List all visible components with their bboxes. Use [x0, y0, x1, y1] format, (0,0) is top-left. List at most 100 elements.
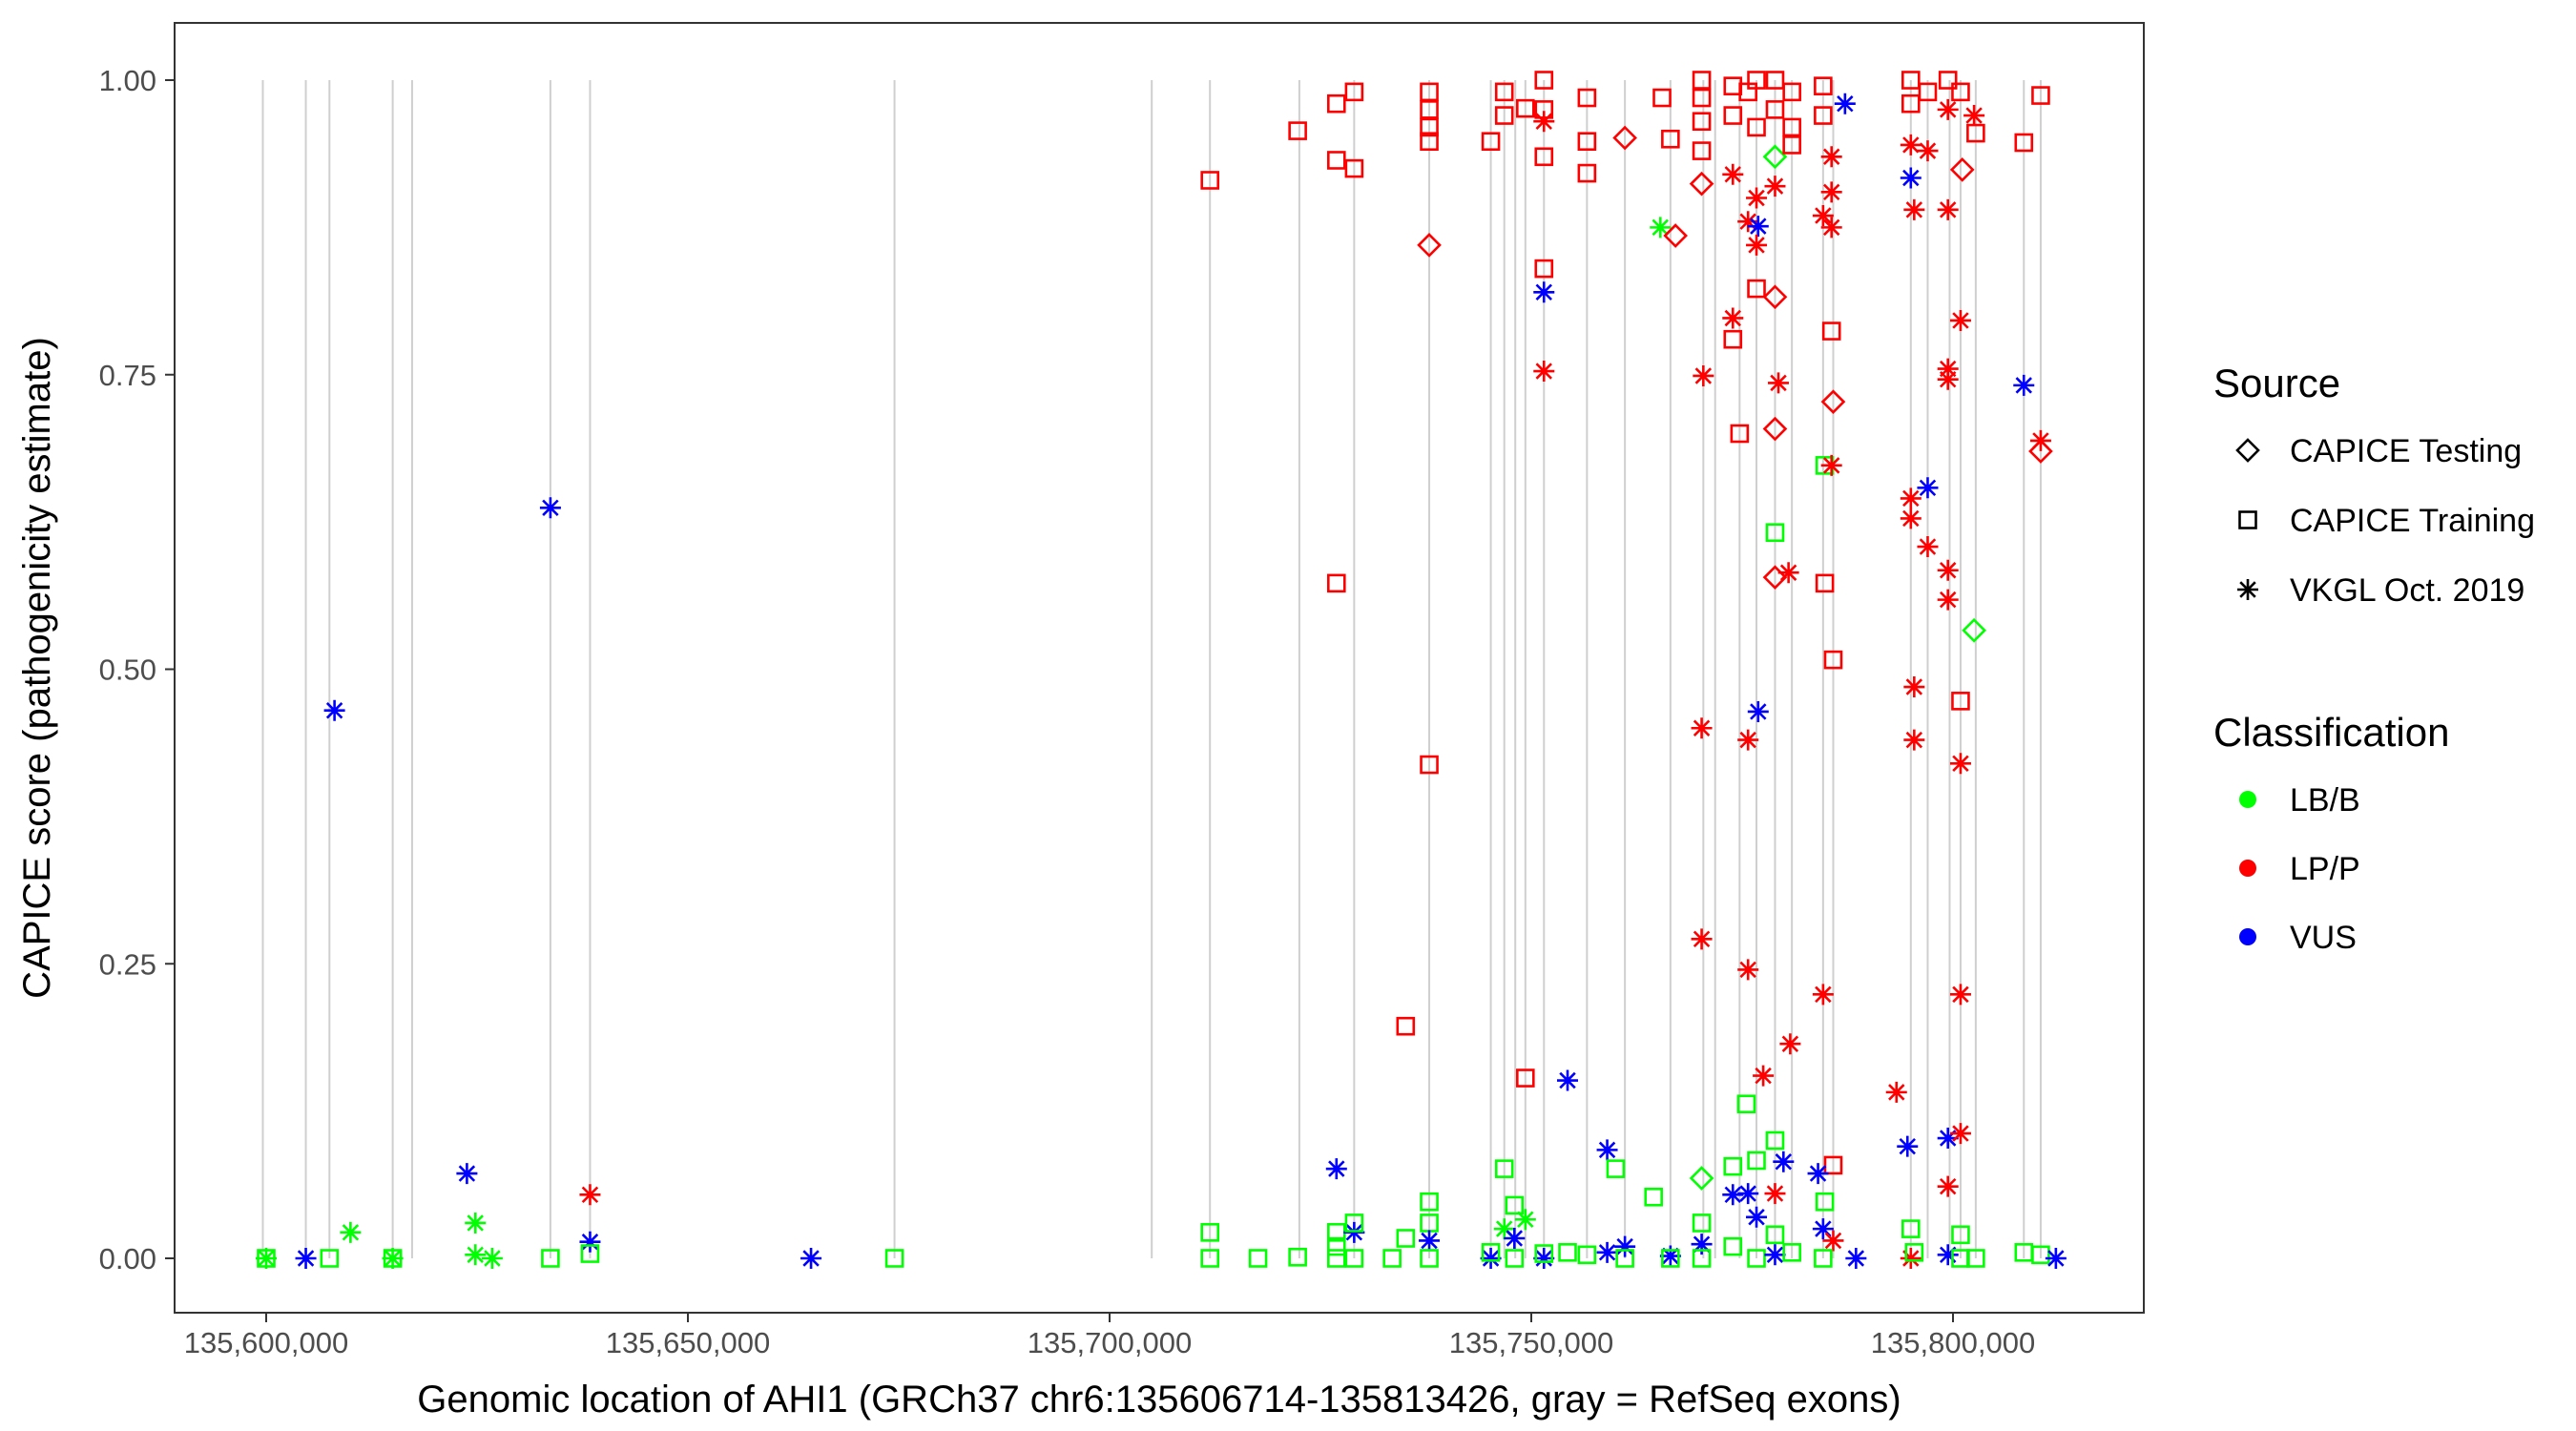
point-vkgl-u — [2045, 1248, 2067, 1269]
point-vkgl-u — [1812, 1218, 1834, 1240]
asterisk-marker — [1504, 1228, 1526, 1250]
asterisk-marker — [1917, 140, 1939, 162]
square-marker — [1814, 1249, 1833, 1268]
asterisk-marker — [1900, 1248, 1922, 1269]
square-marker — [1815, 1192, 1835, 1212]
point-vkgl-p — [1812, 205, 1834, 227]
point-training-p — [1516, 1068, 1535, 1088]
diamond-marker — [2235, 438, 2260, 463]
asterisk-marker — [1779, 1033, 1801, 1055]
point-training-b — [1288, 1247, 1307, 1267]
square-marker — [1248, 1249, 1268, 1268]
diamond-marker — [1949, 157, 1975, 182]
square-marker — [1534, 147, 1554, 167]
square-marker — [1481, 132, 1501, 152]
point-training-p — [1918, 82, 1938, 102]
point-training-p — [1730, 424, 1750, 444]
point-training-b — [1420, 1249, 1439, 1268]
point-testing-p — [1949, 157, 1975, 182]
point-training-p — [2031, 86, 2050, 105]
point-training-b — [1326, 1249, 1346, 1268]
point-vkgl-u — [1419, 1230, 1441, 1252]
asterisk-marker — [1480, 1248, 1502, 1269]
point-vkgl-p — [1820, 181, 1842, 203]
square-marker — [1382, 1249, 1402, 1268]
asterisk-marker — [2237, 579, 2258, 600]
point-training-p — [1821, 321, 1841, 341]
asterisk-marker — [1533, 361, 1555, 383]
point-training-p — [1326, 573, 1346, 593]
point-vkgl-p — [1949, 1123, 1971, 1145]
point-training-p — [1652, 88, 1672, 108]
square-marker — [1420, 1249, 1439, 1268]
square-marker — [1652, 88, 1672, 108]
asterisk-marker — [1493, 1218, 1515, 1240]
square-marker — [1951, 692, 1970, 711]
point-training-b — [1723, 1156, 1743, 1176]
asterisk-marker — [1753, 1065, 1775, 1087]
legend-source-title: Source — [2213, 361, 2340, 405]
square-marker — [1765, 523, 1785, 543]
point-training-p — [1765, 100, 1785, 119]
legend: Source CAPICE Testing CAPICE Training VKGL… — [2213, 361, 2535, 956]
asterisk-marker — [1949, 753, 1971, 775]
point-training-b — [320, 1249, 340, 1268]
point-testing-p — [1417, 233, 1442, 258]
square-marker — [1823, 1155, 1843, 1175]
point-vkgl-u — [295, 1248, 317, 1269]
point-vkgl-u — [1900, 167, 1922, 189]
asterisk-marker — [1614, 1235, 1636, 1257]
diamond-marker — [1689, 1166, 1714, 1191]
asterisk-marker — [2045, 1248, 2067, 1269]
legend-class-label: VUS — [2290, 920, 2357, 956]
y-tick-label: 0.25 — [99, 947, 156, 981]
point-training-p — [1747, 117, 1766, 137]
y-axis-title: CAPICE score (pathogenicity estimate) — [16, 337, 58, 999]
square-marker — [1692, 141, 1712, 160]
square-marker — [1736, 1094, 1756, 1114]
point-training-b — [1782, 1243, 1801, 1262]
asterisk-marker — [1885, 1081, 1907, 1103]
diamond-marker — [1762, 416, 1788, 442]
point-vkgl-p — [1779, 1033, 1801, 1055]
asterisk-marker — [1937, 358, 1959, 380]
point-vkgl-u — [1533, 281, 1555, 303]
point-vkgl-p — [1937, 589, 1959, 611]
asterisk-marker — [1820, 217, 1842, 238]
square-marker — [1326, 1236, 1346, 1256]
point-vkgl-u — [1747, 700, 1769, 722]
point-vkgl-u — [1325, 1158, 1347, 1180]
asterisk-marker — [1937, 1128, 1959, 1150]
square-marker — [1901, 1219, 1921, 1238]
point-training-p — [1823, 650, 1843, 670]
diamond-marker — [1762, 284, 1788, 310]
point-training-b — [1765, 1225, 1785, 1245]
point-training-b — [1200, 1249, 1219, 1268]
asterisk-marker — [1937, 368, 1959, 390]
asterisk-marker — [481, 1248, 503, 1269]
point-testing-p — [1689, 171, 1714, 197]
asterisk-marker — [295, 1248, 317, 1269]
asterisk-marker — [1845, 1248, 1867, 1269]
point-training-p — [1344, 82, 1364, 102]
point-training-p — [1814, 76, 1833, 95]
asterisk-marker — [1822, 1230, 1844, 1252]
square-marker — [1747, 71, 1766, 90]
asterisk-marker — [382, 1248, 404, 1269]
square-marker — [2031, 1245, 2050, 1265]
asterisk-marker — [1764, 176, 1786, 197]
point-testing-p — [1612, 125, 1637, 151]
square-marker — [1200, 171, 1219, 190]
asterisk-marker — [1963, 105, 1985, 127]
asterisk-marker — [1650, 217, 1672, 238]
square-marker — [2031, 86, 2050, 105]
asterisk-marker — [1722, 1184, 1744, 1206]
point-training-b — [1736, 1094, 1756, 1114]
square-marker — [1420, 82, 1439, 102]
asterisk-marker — [1917, 536, 1939, 558]
point-vkgl-u — [323, 699, 345, 721]
square-marker — [1534, 71, 1554, 90]
point-training-p — [1747, 279, 1766, 299]
point-training-p — [1420, 82, 1439, 102]
point-vkgl-u — [1596, 1139, 1618, 1161]
